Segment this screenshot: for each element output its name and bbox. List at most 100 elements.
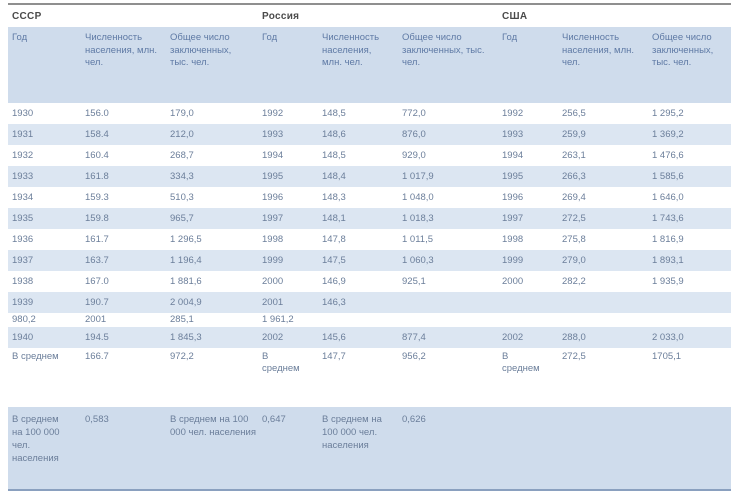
table-cell: 166.7: [85, 351, 109, 362]
table-cell: 279,0: [562, 254, 586, 266]
table-cell: 259,9: [562, 128, 586, 140]
table-cell: 212,0: [170, 128, 194, 140]
table-row: 1933 161.8 334,3 1995 148,4 1 017,9 1995 266,3 1…: [8, 166, 731, 187]
table-cell: 263,1: [562, 149, 586, 161]
table-cell: 1999: [262, 254, 284, 266]
table-cell: 1935: [12, 212, 34, 224]
table-cell: 148,5: [322, 149, 346, 161]
table-cell: 1940: [12, 331, 34, 343]
table-cell: 1936: [12, 233, 34, 245]
table-cell: 190.7: [85, 296, 109, 308]
table-cell: 1992: [262, 107, 284, 119]
table-cell: 2000: [262, 275, 284, 287]
footer-cell: 0,583: [85, 414, 109, 425]
section-title-ussr: СССР: [12, 10, 42, 22]
table-cell: 1998: [262, 233, 284, 245]
table-cell: 167.0: [85, 275, 109, 287]
column-header-russia-year: Год: [262, 32, 278, 43]
column-header-ussr-population: Численность населения, млн. чел.: [85, 32, 158, 68]
table-cell: 161.7: [85, 233, 109, 245]
table-cell: 2002: [262, 331, 284, 343]
table-cell: 1997: [502, 212, 524, 224]
table-row: 1936 161.7 1 296,5 1998 147,8 1 011,5 1998 275,…: [8, 229, 731, 250]
table-cell: 1 196,4: [170, 254, 202, 266]
table-cell: 194.5: [85, 331, 109, 343]
table-cell: В среднем: [262, 351, 300, 374]
table-cell: 147,8: [322, 233, 346, 245]
table-cell: 1994: [262, 149, 284, 161]
table-cell: 1 585,6: [652, 170, 684, 182]
table-cell: 1995: [262, 170, 284, 182]
table-cell: 1 935,9: [652, 275, 684, 287]
table-cell: 148,5: [322, 107, 346, 119]
table-cell: 160.4: [85, 149, 109, 161]
table-body: 1930 156.0 179,0 1992 148,5 772,0 1992 256,5 1 2…: [8, 103, 731, 394]
table-cell: 956,2: [402, 351, 426, 362]
table-cell: 1 816,9: [652, 233, 684, 245]
table-cell: 148,6: [322, 128, 346, 140]
column-header-ussr-prisoners: Общее число заключенных, тыс. чел.: [170, 32, 232, 68]
table-cell: 1 743,6: [652, 212, 684, 224]
table-cell: 1939: [12, 296, 34, 308]
footer-cell: В среднем на 100 000 чел. населения: [322, 414, 382, 451]
table-row: 1938 167.0 1 881,6 2000 146,9 925,1 2000 282,2 1…: [8, 271, 731, 292]
table-cell: 972,2: [170, 351, 194, 362]
table-cell: 1996: [262, 191, 284, 203]
column-header-usa-population: Численность населения, млн. чел.: [562, 32, 635, 68]
table-cell: 158.4: [85, 128, 109, 140]
table-cell: 1932: [12, 149, 34, 161]
table-row: 1939 190.7 2 004,9 2001 146,3: [8, 292, 731, 313]
table-row: 1937 163.7 1 196,4 1999 147,5 1 060,3 1999 279,…: [8, 250, 731, 271]
table-row: 1932 160.4 268,7 1994 148,5 929,0 1994 263,1 1 4…: [8, 145, 731, 166]
footer-cell: [648, 407, 731, 413]
top-rule: [8, 3, 731, 5]
table-cell: 1705,1: [652, 351, 682, 362]
table-cell: 159.3: [85, 191, 109, 203]
table-cell: 156.0: [85, 107, 109, 119]
footer-cell: [558, 407, 648, 413]
table-cell: 179,0: [170, 107, 194, 119]
table-cell: 1996: [502, 191, 524, 203]
column-header-usa-prisoners: Общее число заключенных, тыс. чел.: [652, 32, 714, 68]
table-cell: 2 033,0: [652, 331, 684, 343]
table-cell: 146,9: [322, 275, 346, 287]
table-cell: 148,3: [322, 191, 346, 203]
table-cell: 159.8: [85, 212, 109, 224]
section-header-row: СССР Россия США: [8, 5, 731, 27]
table-cell: 146,3: [322, 296, 346, 308]
table-cell: 1 011,5: [402, 233, 433, 245]
table-cell: 1997: [262, 212, 284, 224]
table-cell: 161.8: [85, 170, 109, 182]
table-cell: 1938: [12, 275, 34, 287]
table-cell: В среднем: [12, 351, 59, 362]
column-header-ussr-year: Год: [12, 32, 28, 43]
table-row: 1935 159.8 965,7 1997 148,1 1 018,3 1997 272,5 1…: [8, 208, 731, 229]
footer-cell: [498, 407, 558, 413]
table-cell: 1933: [12, 170, 34, 182]
table-cell: 1934: [12, 191, 34, 203]
table-row: 1930 156.0 179,0 1992 148,5 772,0 1992 256,5 1 2…: [8, 103, 731, 124]
table-cell: 965,7: [170, 212, 194, 224]
table-row: 1934 159.3 510,3 1996 148,3 1 048,0 1996 269,4 1…: [8, 187, 731, 208]
table-cell: 1930: [12, 107, 34, 119]
footer-cell: В среднем на 100 000 чел. населения: [12, 414, 60, 464]
table-cell: 1 295,2: [652, 107, 684, 119]
table-cell: 877,4: [402, 331, 426, 343]
table-cell: 929,0: [402, 149, 426, 161]
table-cell: 1 893,1: [652, 254, 684, 266]
table-cell: 1 646,0: [652, 191, 684, 203]
table-cell: 1 369,2: [652, 128, 684, 140]
table-cell: 2 004,9: [170, 296, 202, 308]
footer-cell: 0,626: [402, 414, 426, 425]
table-cell: 772,0: [402, 107, 426, 119]
table-cell: 1999: [502, 254, 524, 266]
table-cell: 1 845,3: [170, 331, 202, 343]
table-cell: 269,4: [562, 191, 586, 203]
table-cell: 1 961,2: [262, 314, 294, 325]
table-cell: 925,1: [402, 275, 426, 287]
table-cell: 1995: [502, 170, 524, 182]
table-cell: 282,2: [562, 275, 586, 287]
column-header-russia-population: Численность населения, млн. чел.: [322, 32, 380, 68]
table-cell: 980,2: [12, 314, 36, 325]
table-cell: 272,5: [562, 351, 586, 362]
